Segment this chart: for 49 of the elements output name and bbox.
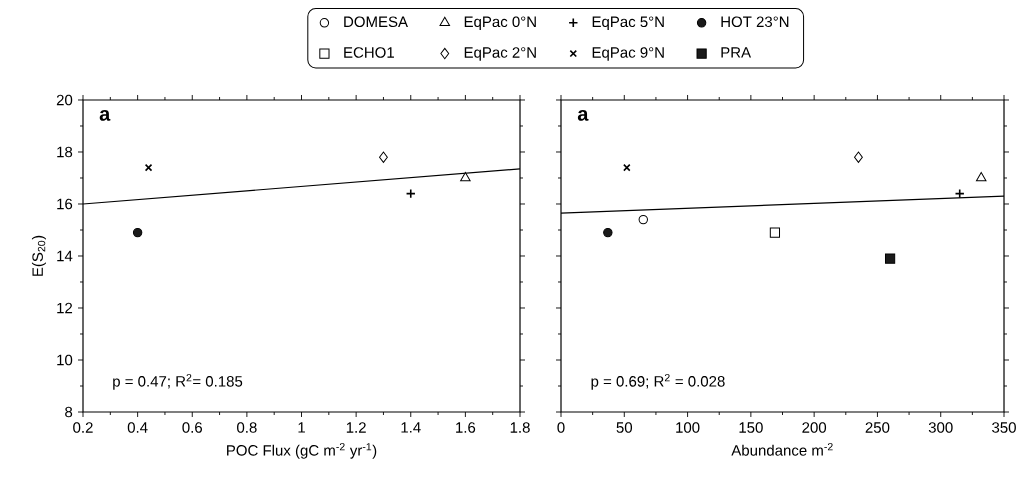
x-tick-label: 1.8 bbox=[510, 422, 530, 433]
legend-label: EqPac 0°N bbox=[464, 16, 536, 31]
x-tick-label: 150 bbox=[739, 422, 763, 433]
x-axis-title: Abundance m$^{-2}$ bbox=[731, 443, 833, 456]
x-tick-label: 350 bbox=[992, 422, 1016, 433]
legend-label: EqPac 5°N bbox=[592, 16, 664, 31]
point bbox=[884, 253, 896, 264]
x-tick-label: 1.6 bbox=[456, 422, 476, 433]
y-tick-label: 16 bbox=[57, 198, 73, 210]
point bbox=[460, 172, 471, 182]
x-axis-title: POC Flux (gC m$^{-2}$ yr$^{-1}$) bbox=[227, 443, 377, 459]
legend-label: ECHO1 bbox=[344, 47, 394, 58]
x-tick-label: 1.2 bbox=[346, 422, 366, 433]
annotation: a bbox=[99, 109, 111, 121]
point bbox=[769, 227, 781, 238]
x-tick-label: 300 bbox=[928, 422, 953, 433]
x-tick-label: 0.8 bbox=[237, 422, 257, 433]
annotation: p = 0.47; R$^{2}$= 0.185 bbox=[113, 373, 243, 390]
legend-label: EqPac 2°N bbox=[464, 47, 536, 61]
x-tick-label: 0.2 bbox=[73, 422, 93, 433]
point bbox=[854, 151, 863, 163]
y-tick-label: 8 bbox=[65, 406, 73, 418]
x-tick-label: 0.6 bbox=[182, 422, 203, 433]
point bbox=[975, 172, 987, 182]
x-tick-label: 0.4 bbox=[127, 422, 148, 433]
y-axis-title: E(S$_{20}$) bbox=[31, 235, 46, 276]
x-tick-label: 250 bbox=[865, 422, 890, 433]
annotation: a bbox=[577, 109, 589, 121]
x-tick-label: 1.4 bbox=[401, 422, 421, 433]
x-tick-label: 200 bbox=[802, 422, 827, 433]
y-tick-label: 10 bbox=[57, 354, 73, 366]
point bbox=[638, 214, 648, 225]
annotation: p = 0.69; R$^{2}$ = 0.028 bbox=[591, 373, 725, 390]
y-tick-label: 14 bbox=[57, 250, 73, 262]
x-tick-label: 1 bbox=[298, 422, 305, 433]
point bbox=[603, 227, 613, 238]
legend-label: EqPac 9°N bbox=[592, 47, 664, 61]
x-tick-label: 100 bbox=[676, 422, 700, 433]
legend-label: DOMESA bbox=[344, 16, 408, 28]
y-tick-label: 12 bbox=[57, 302, 73, 314]
x-tick-label: 0 bbox=[557, 422, 565, 433]
point bbox=[132, 227, 143, 238]
point bbox=[144, 163, 153, 172]
y-tick-label: 18 bbox=[57, 146, 73, 158]
legend-label: HOT 23°N bbox=[721, 16, 789, 28]
point bbox=[379, 151, 388, 163]
y-tick-label: 20 bbox=[56, 94, 73, 106]
x-tick-label: 50 bbox=[616, 422, 633, 433]
legend-label: PRA bbox=[721, 47, 752, 58]
